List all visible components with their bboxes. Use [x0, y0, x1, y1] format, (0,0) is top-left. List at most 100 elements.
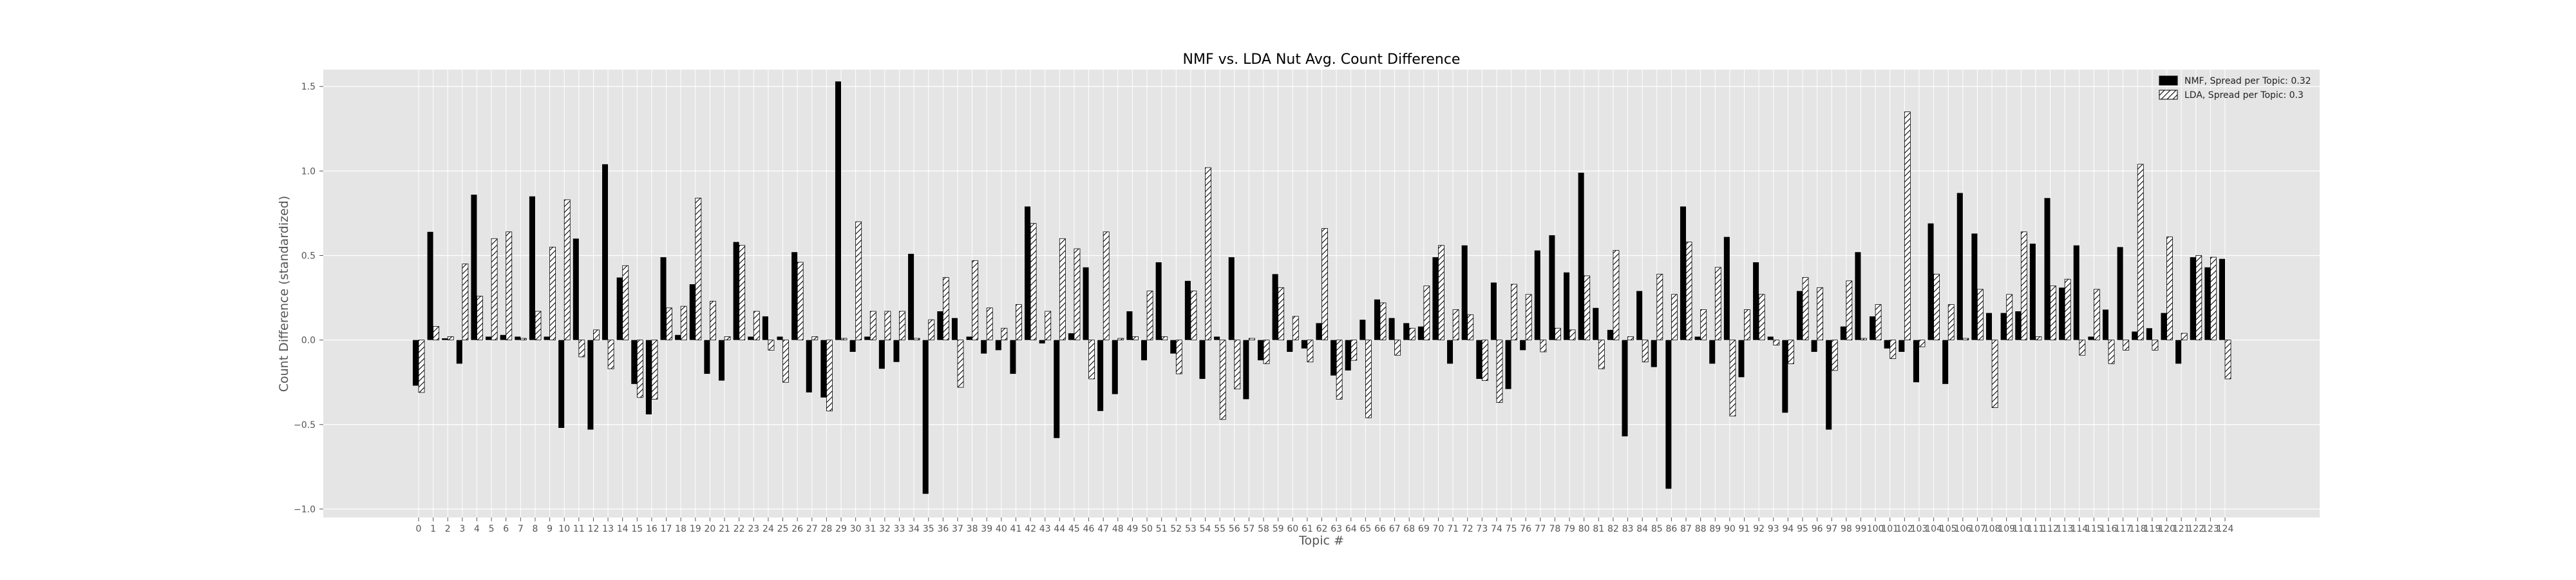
- bar-nmf: [529, 196, 535, 340]
- bar-nmf: [645, 340, 652, 415]
- bar-nmf: [2015, 311, 2022, 340]
- bar-lda: [869, 311, 876, 341]
- bar-lda: [1307, 340, 1314, 363]
- x-tick-label: 122: [2187, 524, 2204, 534]
- bar-lda: [1598, 340, 1605, 369]
- bar-lda: [695, 197, 702, 341]
- bar-nmf: [1899, 340, 1905, 352]
- bar-lda: [739, 245, 746, 341]
- bar-nmf: [1403, 323, 1410, 340]
- x-tick-label: 27: [806, 524, 818, 534]
- bar-lda: [1991, 340, 1998, 408]
- bar-nmf: [1432, 257, 1439, 340]
- bar-nmf: [1170, 340, 1177, 354]
- bar-lda: [1263, 340, 1270, 364]
- bar-lda: [1394, 340, 1401, 356]
- x-axis: 0 1 2 3 4 5 6 7 8 9 10 11 12 13 14 15 16 17 18 19 20 21 22 23 24…: [416, 517, 2234, 534]
- bar-lda: [2064, 278, 2071, 341]
- bar-lda: [928, 319, 935, 341]
- x-tick-label: 83: [1622, 524, 1634, 534]
- bar-nmf: [660, 257, 667, 340]
- bar-lda: [636, 340, 643, 398]
- x-tick-label: 82: [1607, 524, 1619, 534]
- bar-nmf: [412, 340, 419, 386]
- x-tick-label: 7: [518, 524, 524, 534]
- bar-lda: [2181, 333, 2188, 341]
- bar-nmf: [1155, 262, 1162, 340]
- bar-lda: [2020, 231, 2027, 341]
- bar-lda: [1117, 338, 1124, 341]
- bar-lda: [593, 329, 600, 341]
- bar-lda: [1685, 242, 1692, 341]
- bar-nmf: [951, 318, 958, 340]
- bar-lda: [1248, 338, 1255, 341]
- x-axis-label: Topic #: [1298, 534, 1344, 548]
- chart-title: NMF vs. LDA Nut Avg. Count Difference: [1183, 52, 1461, 68]
- bar-nmf: [1767, 336, 1774, 340]
- bar-lda: [1525, 294, 1532, 341]
- bar-nmf: [893, 340, 900, 362]
- bar-lda: [986, 307, 993, 341]
- bar-nmf: [2204, 267, 2211, 340]
- x-tick-label: 116: [2100, 524, 2117, 534]
- y-tick-label: 0.5: [301, 251, 316, 261]
- bar-nmf: [1753, 262, 1759, 340]
- x-tick-label: 8: [533, 524, 538, 534]
- legend-swatch-lda: [2159, 90, 2178, 100]
- x-tick-label: 78: [1549, 524, 1561, 534]
- bar-lda: [1787, 340, 1794, 364]
- x-tick-label: 124: [2217, 524, 2234, 534]
- bar-nmf: [748, 336, 754, 340]
- bar-nmf: [2000, 313, 2007, 340]
- bar-nmf: [1709, 340, 1716, 364]
- bar-nmf: [1301, 340, 1307, 349]
- x-tick-label: 94: [1782, 524, 1794, 534]
- bar-nmf: [1083, 267, 1089, 340]
- x-tick-label: 56: [1229, 524, 1240, 534]
- x-tick-label: 100: [1867, 524, 1884, 534]
- x-tick-label: 68: [1403, 524, 1415, 534]
- bar-lda: [811, 336, 819, 341]
- x-tick-label: 111: [2027, 524, 2045, 534]
- x-tick-label: 98: [1841, 524, 1852, 534]
- bar-lda: [1947, 304, 1955, 341]
- bar-lda: [724, 336, 731, 341]
- bar-nmf: [1054, 340, 1060, 438]
- bar-nmf: [777, 336, 783, 340]
- x-tick-label: 104: [1925, 524, 1942, 534]
- bar-nmf: [689, 284, 696, 340]
- bar-lda: [1889, 340, 1897, 359]
- bar-nmf: [1272, 274, 1278, 340]
- bar-nmf: [791, 252, 798, 340]
- bar-nmf: [937, 311, 943, 340]
- bar-nmf: [1010, 340, 1016, 374]
- x-tick-label: 120: [2158, 524, 2175, 534]
- x-tick-label: 93: [1768, 524, 1779, 534]
- bar-lda: [1452, 309, 1459, 341]
- x-tick-label: 19: [690, 524, 701, 534]
- x-tick-label: 57: [1243, 524, 1255, 534]
- x-tick-label: 85: [1651, 524, 1663, 534]
- x-tick-label: 108: [1984, 524, 2001, 534]
- x-tick-label: 43: [1039, 524, 1051, 534]
- x-tick-label: 110: [2012, 524, 2030, 534]
- x-tick-label: 117: [2114, 524, 2132, 534]
- bar-lda: [768, 340, 775, 351]
- bar-nmf: [1956, 193, 1963, 340]
- x-tick-label: 6: [503, 524, 509, 534]
- bar-nmf: [762, 316, 768, 340]
- legend-swatch-nmf: [2159, 75, 2178, 86]
- bars: [412, 81, 2231, 494]
- x-tick-label: 89: [1709, 524, 1721, 534]
- x-tick-label: 22: [734, 524, 745, 534]
- bar-lda: [549, 246, 556, 341]
- bar-nmf: [1884, 340, 1890, 349]
- bar-nmf: [1388, 318, 1395, 340]
- bar-lda: [1467, 314, 1474, 341]
- bar-nmf: [1447, 340, 1454, 364]
- bar-nmf: [1374, 299, 1380, 340]
- bar-nmf: [1257, 340, 1264, 361]
- x-tick-label: 92: [1753, 524, 1765, 534]
- x-tick-label: 103: [1911, 524, 1928, 534]
- x-tick-label: 112: [2041, 524, 2059, 534]
